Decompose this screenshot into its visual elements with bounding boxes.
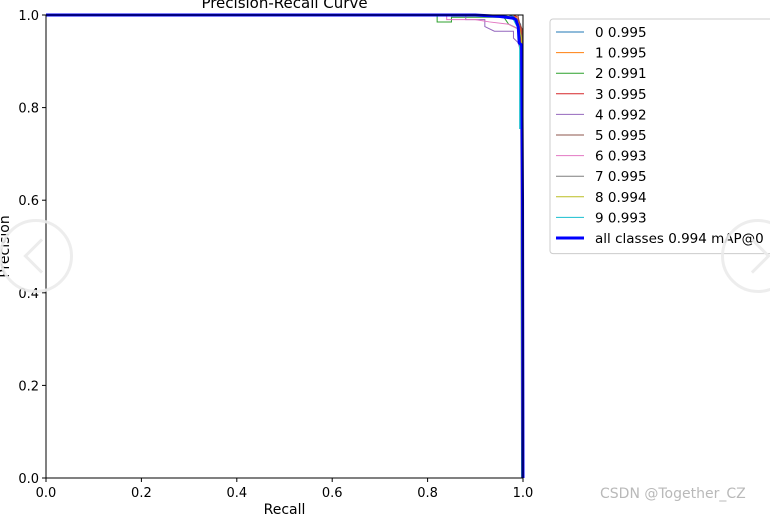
- x-tick-label: 0.6: [322, 486, 343, 501]
- legend-label-8: 8 0.994: [595, 190, 647, 206]
- series-line-3: [46, 14, 523, 479]
- series-line-5: [46, 14, 524, 479]
- chevron-left-icon: [23, 238, 59, 274]
- legend-box: [549, 18, 770, 255]
- y-tick-label: 0.8: [18, 102, 39, 117]
- x-tick-label: 0.0: [36, 486, 57, 501]
- y-tick-label: 0.2: [18, 379, 39, 394]
- legend-label-4: 4 0.992: [595, 107, 647, 123]
- series-line-9: [46, 14, 523, 479]
- legend: 0 0.995 1 0.995 2 0.991 3 0.995 4 0.992 5 0.9…: [549, 18, 770, 255]
- x-tick-label: 0.2: [131, 486, 152, 501]
- legend-label-5: 5 0.995: [595, 128, 647, 144]
- legend-label-2: 2 0.991: [595, 66, 647, 82]
- series-line-2: [46, 14, 523, 479]
- y-tick-label: 0.0: [18, 472, 39, 487]
- series-line-7: [46, 14, 524, 478]
- chevron-right-icon: [735, 238, 770, 274]
- x-axis-label: Recall: [264, 502, 306, 514]
- previous-image-button[interactable]: [0, 219, 73, 293]
- legend-label-10: all classes 0.994 mAP@0: [595, 231, 764, 247]
- series-line-8: [46, 14, 523, 479]
- x-tick-label: 1.0: [513, 486, 534, 501]
- legend-label-3: 3 0.995: [595, 87, 647, 103]
- y-tick-label: 0.6: [18, 194, 39, 209]
- watermark: CSDN @Together_CZ: [600, 486, 746, 502]
- plot-frame: [45, 14, 524, 479]
- series-line-10: [46, 13, 525, 479]
- series-line-6: [46, 14, 523, 479]
- series-line-1: [46, 14, 523, 479]
- chart-title: Precision-Recall Curve: [201, 0, 367, 12]
- legend-label-1: 1 0.995: [595, 46, 647, 62]
- x-tick-label: 0.8: [417, 486, 438, 501]
- legend-label-9: 9 0.993: [595, 210, 647, 226]
- series-line-0: [46, 14, 523, 479]
- legend-label-0: 0 0.995: [595, 25, 647, 41]
- legend-label-6: 6 0.993: [595, 149, 647, 165]
- y-tick-label: 1.0: [18, 9, 39, 24]
- legend-label-7: 7 0.995: [595, 169, 647, 185]
- tick-layer: 0.0 0.2 0.4 0.6 0.8 1.00.00.20.40.60.81.0: [18, 9, 533, 501]
- x-tick-label: 0.4: [226, 486, 247, 501]
- series-layer: [46, 13, 525, 479]
- series-line-4: [46, 14, 523, 479]
